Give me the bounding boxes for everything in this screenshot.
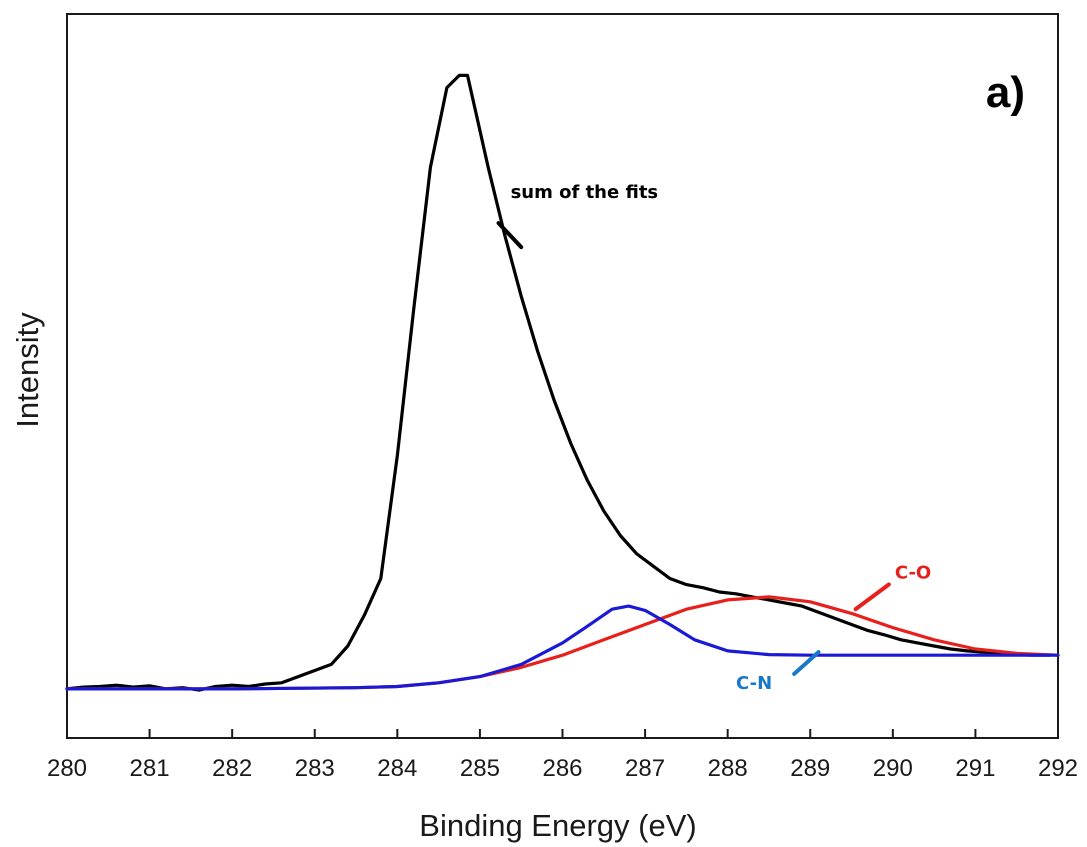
annotation-label-c-o: C-O	[895, 562, 931, 583]
annotation-leader-c-n	[792, 650, 821, 676]
series-line-sum-of-the-fits	[65, 73, 1052, 692]
x-tick-label: 288	[708, 755, 748, 782]
x-tick-label: 287	[625, 755, 665, 782]
x-axis-ticks: 280 281 282 283 284 285 286 287 288 289 290 291 292	[47, 729, 1078, 782]
x-tick-label: 280	[47, 755, 87, 782]
annotation-layer: sum of the fits C-O C-N	[496, 182, 931, 694]
annotation-label-c-n: C-N	[736, 673, 772, 694]
annotation-label-sum-of-the-fits: sum of the fits	[511, 182, 659, 203]
x-tick-label: 286	[542, 755, 582, 782]
x-tick-label: 292	[1038, 755, 1078, 782]
x-tick-label: 285	[460, 755, 500, 782]
annotation-leader-c-o	[853, 582, 891, 612]
x-tick-label: 290	[873, 755, 913, 782]
x-tick-label: 291	[955, 755, 995, 782]
series-layer	[65, 73, 1060, 692]
panel-label: a)	[986, 68, 1025, 117]
series-line-c-n	[65, 604, 1060, 691]
annotation-leader-sum-of-the-fits	[496, 221, 524, 250]
x-tick-label: 284	[377, 755, 417, 782]
x-axis-title: Binding Energy (eV)	[419, 808, 696, 843]
x-tick-label: 289	[790, 755, 830, 782]
x-tick-label: 283	[295, 755, 335, 782]
x-tick-label: 282	[212, 755, 252, 782]
plot-frame	[66, 13, 1059, 739]
y-axis-title: Intensity	[10, 312, 45, 428]
x-tick-label: 281	[130, 755, 170, 782]
